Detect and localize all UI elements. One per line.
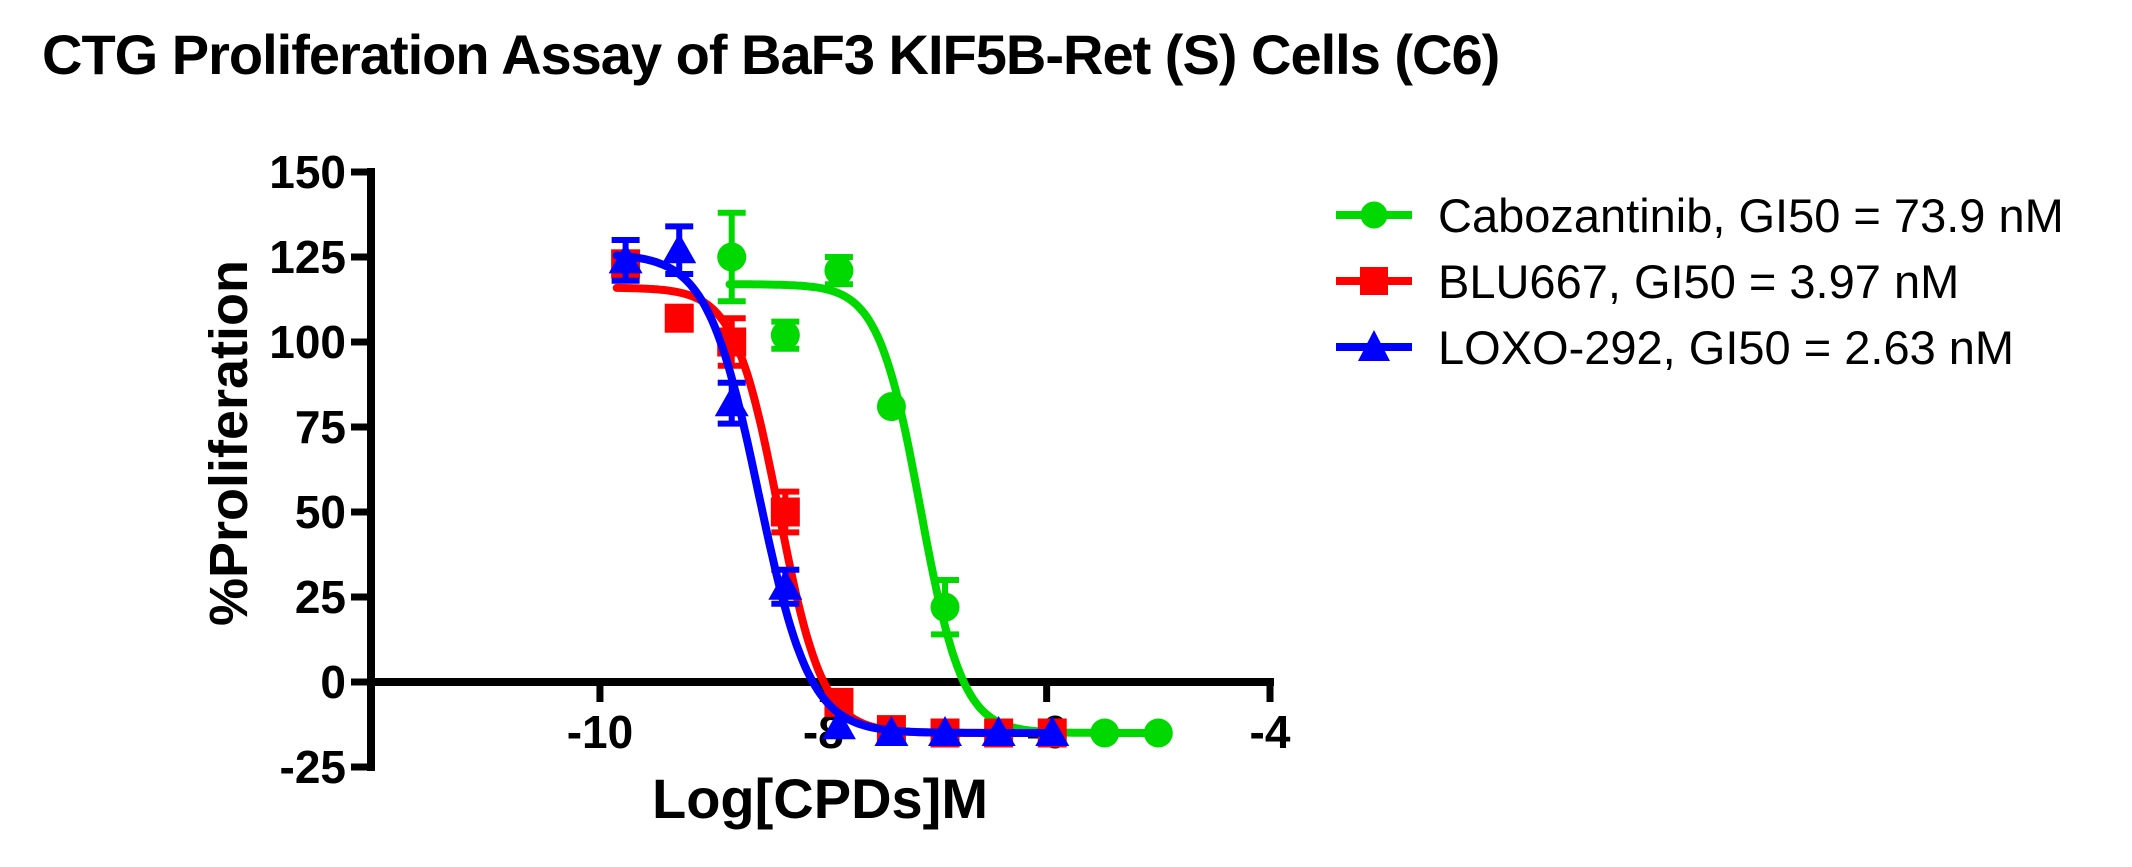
data-point [876,392,906,422]
series-loxo-292 [608,223,1070,746]
legend-glyph [1358,330,1390,361]
x-axis-title: Log[CPDs]M [652,767,988,830]
data-point [664,303,694,333]
fit-curve [612,283,1057,737]
data-point [768,569,803,600]
y-tick-label: -25 [280,741,346,793]
square-legend-marker-icon [1336,267,1412,295]
data-point [1090,718,1120,748]
data-point [1035,716,1070,746]
series-cabozantinib [717,209,1173,748]
y-tick-label: 0 [320,656,346,708]
legend: Cabozantinib, GI50 = 73.9 nM BLU667, GI50… [1332,182,2064,380]
data-point [928,716,963,746]
data-point [770,320,800,350]
y-tick-label: 125 [269,231,346,283]
legend-glyph [1360,267,1388,295]
y-axis-title: %Proliferation [199,260,259,626]
legend-item-0: Cabozantinib, GI50 = 73.9 nM [1332,182,2064,248]
data-point [981,716,1016,746]
chart-title: CTG Proliferation Assay of BaF3 KIF5B-Re… [42,23,1500,86]
fit-curve [612,251,1057,737]
legend-label: LOXO-292, GI50 = 2.63 nM [1438,320,2015,374]
legend-label: BLU667, GI50 = 3.97 nM [1438,254,1960,308]
x-tick-label: -4 [1250,706,1291,758]
data-point [608,243,643,274]
y-tick-label: 25 [295,571,346,623]
data-point [770,497,800,527]
axes-layer [351,168,1274,771]
data-point [717,242,747,272]
circle-legend-marker-icon [1336,201,1412,229]
legend-item-1: BLU667, GI50 = 3.97 nM [1332,248,2064,314]
y-tick-label: 150 [269,146,346,198]
y-tick-label: 50 [295,486,346,538]
data-point [821,709,856,740]
data-point [874,716,909,746]
legend-label: Cabozantinib, GI50 = 73.9 nM [1438,188,2064,242]
triangle-legend-marker-icon [1336,330,1412,361]
data-point [714,386,749,417]
data-point [1143,718,1173,748]
legend-item-2: LOXO-292, GI50 = 2.63 nM [1332,314,2064,380]
y-tick-label: 75 [295,401,346,453]
series-blu667 [611,249,1067,748]
data-point [930,592,960,622]
data-point [824,256,854,286]
data-point [662,233,697,264]
x-tick-label: -10 [567,706,633,758]
series-layer [608,209,1173,748]
legend-glyph [1360,201,1388,229]
y-tick-label: 100 [269,316,346,368]
